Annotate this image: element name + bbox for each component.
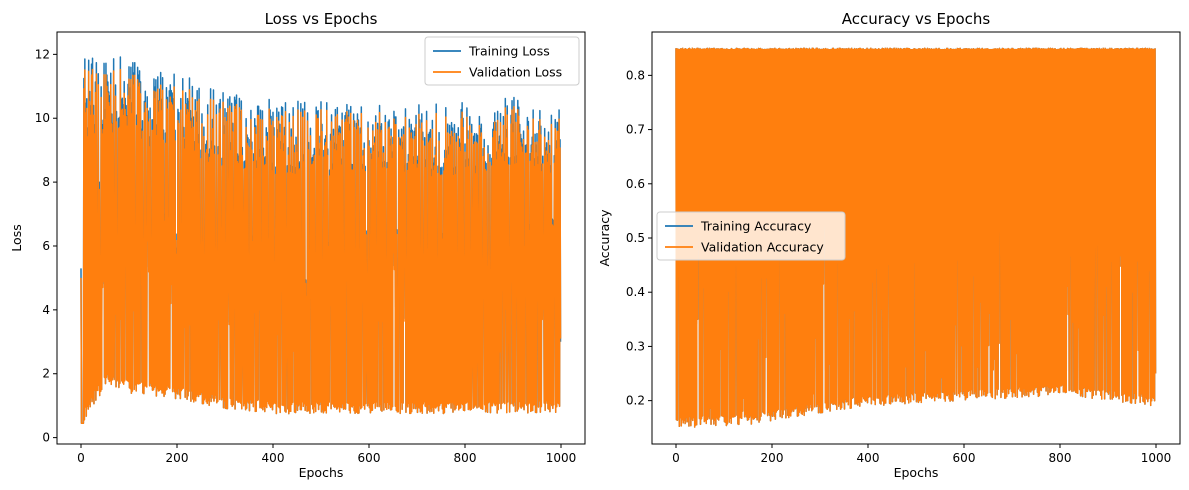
legend-label: Validation Accuracy: [701, 240, 824, 255]
x-tick-label: 1000: [546, 451, 577, 465]
y-tick-label: 10: [35, 111, 50, 125]
legend-label: Training Accuracy: [700, 219, 812, 234]
accuracy-x-axis-label: Epochs: [894, 465, 939, 480]
x-tick-label: 1000: [1141, 451, 1172, 465]
y-tick-label: 6: [42, 239, 50, 253]
x-tick-label: 200: [761, 451, 784, 465]
x-tick-label: 0: [77, 451, 85, 465]
y-tick-label: 0.6: [626, 177, 645, 191]
accuracy-y-axis-label: Accuracy: [597, 209, 612, 267]
y-tick-label: 0.7: [626, 123, 645, 137]
x-tick-label: 600: [953, 451, 976, 465]
x-tick-label: 200: [166, 451, 189, 465]
legend-label: Validation Loss: [469, 65, 562, 80]
x-tick-label: 800: [454, 451, 477, 465]
legend-label: Training Loss: [468, 44, 550, 59]
loss-x-axis-label: Epochs: [299, 465, 344, 480]
loss-axes-frame: [56, 31, 586, 445]
legend-box: [424, 36, 580, 86]
y-tick-label: 0.5: [626, 231, 645, 245]
y-tick-label: 0.4: [626, 285, 645, 299]
accuracy-legend: Training Accuracy Validation Accuracy: [656, 211, 846, 261]
legend-box: [656, 211, 846, 261]
x-tick-label: 400: [857, 451, 880, 465]
y-tick-label: 0.8: [626, 68, 645, 82]
loss-chart-title: Loss vs Epochs: [265, 10, 378, 28]
series-line-2: [80, 68, 562, 424]
y-tick-label: 12: [35, 47, 50, 61]
x-tick-label: 800: [1049, 451, 1072, 465]
accuracy-ticks: 0 200 400 600 800 1000 0.2 0.3 0.4 0.5 0.6 0.7 0.8: [626, 68, 1171, 465]
y-tick-label: 0.2: [626, 394, 645, 408]
y-tick-label: 8: [42, 175, 50, 189]
loss-plot-area: [80, 56, 562, 424]
loss-y-axis-label: Loss: [9, 224, 24, 251]
accuracy-chart: Accuracy vs Epochs 0 200 400 600 800 10000.20…: [597, 10, 1181, 480]
loss-chart: Loss vs Epochs 0 200 400 600 800 1000 0 2 4 6 8 10 1…: [9, 10, 586, 480]
x-tick-label: 0: [672, 451, 680, 465]
y-tick-label: 2: [42, 367, 50, 381]
x-tick-label: 600: [358, 451, 381, 465]
y-tick-label: 0: [42, 431, 50, 445]
loss-legend: Training Loss Validation Loss: [424, 36, 580, 86]
y-tick-label: 0.3: [626, 339, 645, 353]
accuracy-chart-title: Accuracy vs Epochs: [842, 10, 991, 28]
y-tick-label: 4: [42, 303, 50, 317]
x-tick-label: 400: [262, 451, 285, 465]
loss-ticks: 0 200 400 600 800 1000 0 2 4 6 8 10 12: [35, 47, 577, 465]
